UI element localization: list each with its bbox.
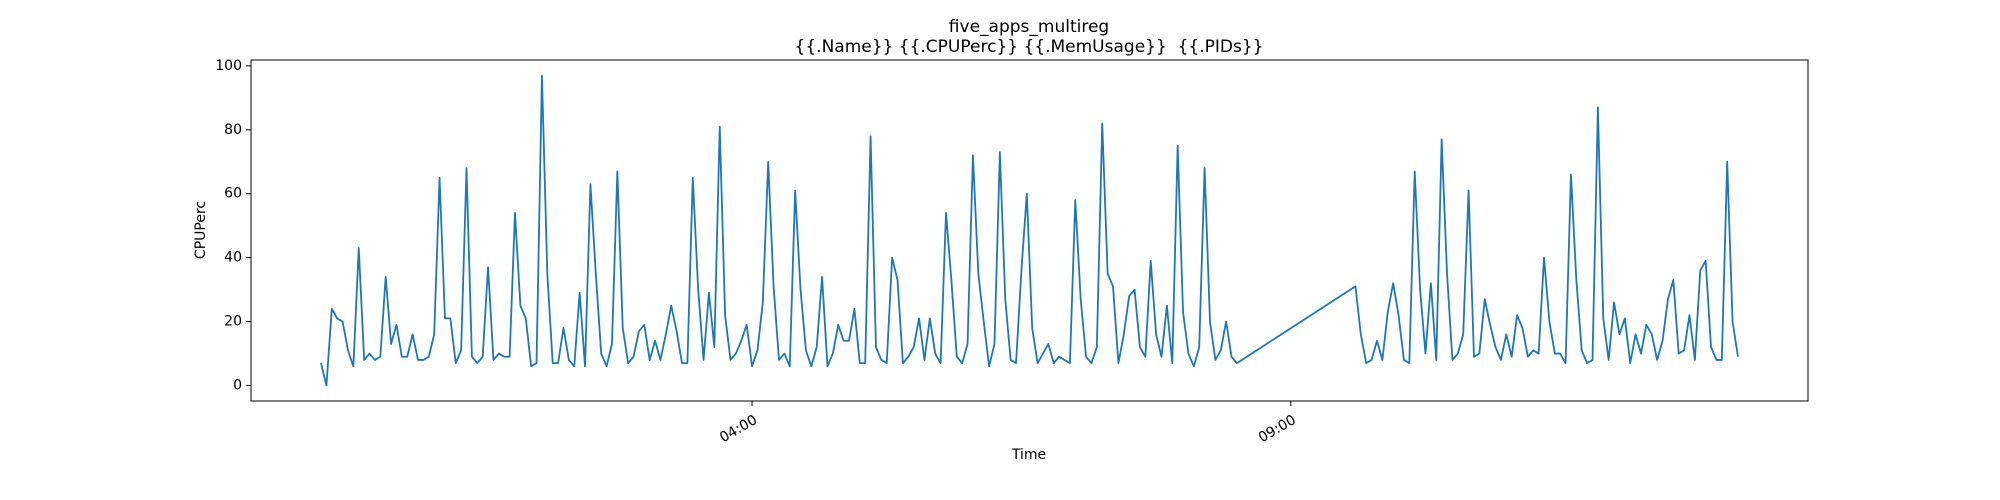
y-tick-label: 80 (224, 122, 242, 138)
plot-frame (250, 59, 1809, 402)
y-tick-label: 0 (233, 378, 242, 394)
chart-title: five_apps_multireg (949, 17, 1109, 37)
chart-subtitle: {{.Name}} {{.CPUPerc}} {{.MemUsage}} {{.… (795, 37, 1264, 57)
y-tick-label: 20 (224, 314, 242, 330)
y-tick-label: 100 (215, 58, 242, 74)
y-axis-label: CPUPerc (193, 201, 209, 259)
y-tick-label: 40 (224, 250, 242, 266)
x-tick-label: 04:00 (717, 412, 760, 446)
data-line (320, 74, 1739, 387)
y-tick-label: 60 (224, 186, 242, 202)
x-axis-label: Time (1011, 447, 1046, 463)
x-tick-label: 09:00 (1256, 412, 1299, 446)
